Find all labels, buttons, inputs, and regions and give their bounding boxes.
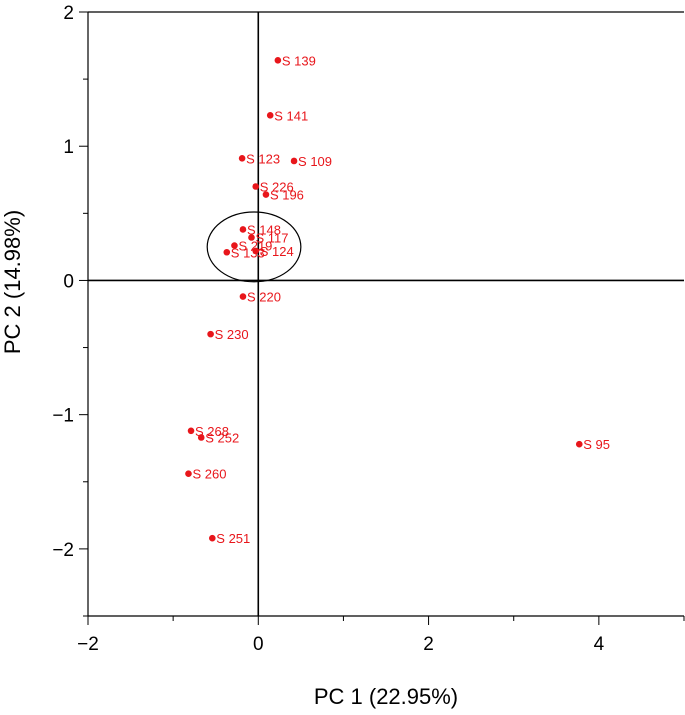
x-tick-label: −2 <box>77 634 99 655</box>
plot-frame <box>87 11 684 617</box>
y-tick-label: 2 <box>63 3 74 24</box>
y-axis-label: PC 2 (14.98%) <box>0 210 25 354</box>
data-point-label: S 95 <box>583 437 610 452</box>
data-point-label: S 139 <box>282 53 316 68</box>
data-point-label: S 133 <box>231 245 265 260</box>
data-point <box>274 57 282 64</box>
data-point-label: S 196 <box>270 188 304 203</box>
data-point-label: S 268 <box>195 424 229 439</box>
data-point <box>248 234 255 241</box>
x-axis-label: PC 1 (22.95%) <box>314 684 458 709</box>
data-point <box>238 155 246 162</box>
data-point-label: S 123 <box>246 151 280 166</box>
data-point <box>197 434 205 441</box>
x-tick-label: 2 <box>423 634 434 655</box>
data-point-label: S 141 <box>274 108 308 123</box>
data-point <box>239 226 247 233</box>
data-point-label: S 124 <box>260 244 294 259</box>
x-tick-label: 4 <box>594 634 605 655</box>
data-point <box>290 157 298 165</box>
data-point-label: S 260 <box>192 467 226 482</box>
data-point-label: S 220 <box>247 290 281 305</box>
data-point-label: S 226 <box>260 179 294 194</box>
data-point-label: S 148 <box>247 222 281 237</box>
data-point <box>207 330 214 338</box>
data-point <box>266 112 274 119</box>
data-point <box>252 183 260 190</box>
data-point <box>252 247 260 255</box>
x-tick-label: 0 <box>253 634 264 655</box>
data-point <box>239 293 247 300</box>
data-point-label: S 251 <box>216 531 250 546</box>
reference-lines <box>88 12 684 616</box>
data-point-label: S 117 <box>255 230 288 245</box>
data-point <box>262 191 270 198</box>
y-tick-label: −1 <box>52 406 74 427</box>
y-tick-label: 0 <box>63 271 74 292</box>
data-point <box>575 440 583 448</box>
y-tick-label: 1 <box>63 137 74 158</box>
y-tick-label: −2 <box>52 540 74 561</box>
cluster-ellipse <box>206 211 302 283</box>
data-point <box>231 242 238 249</box>
data-point <box>209 534 216 542</box>
data-point-label: S 219 <box>238 239 272 254</box>
data-point-label: S 109 <box>298 154 332 169</box>
data-point <box>187 427 195 435</box>
data-point <box>185 470 192 478</box>
axis-ticks: −2 0 2 4 −2 −1 0 1 2 <box>52 3 685 655</box>
data-point-label: S 252 <box>205 430 239 445</box>
cluster-highlight <box>206 211 302 283</box>
data-point <box>223 248 231 256</box>
data-point-label: S 230 <box>215 327 249 342</box>
